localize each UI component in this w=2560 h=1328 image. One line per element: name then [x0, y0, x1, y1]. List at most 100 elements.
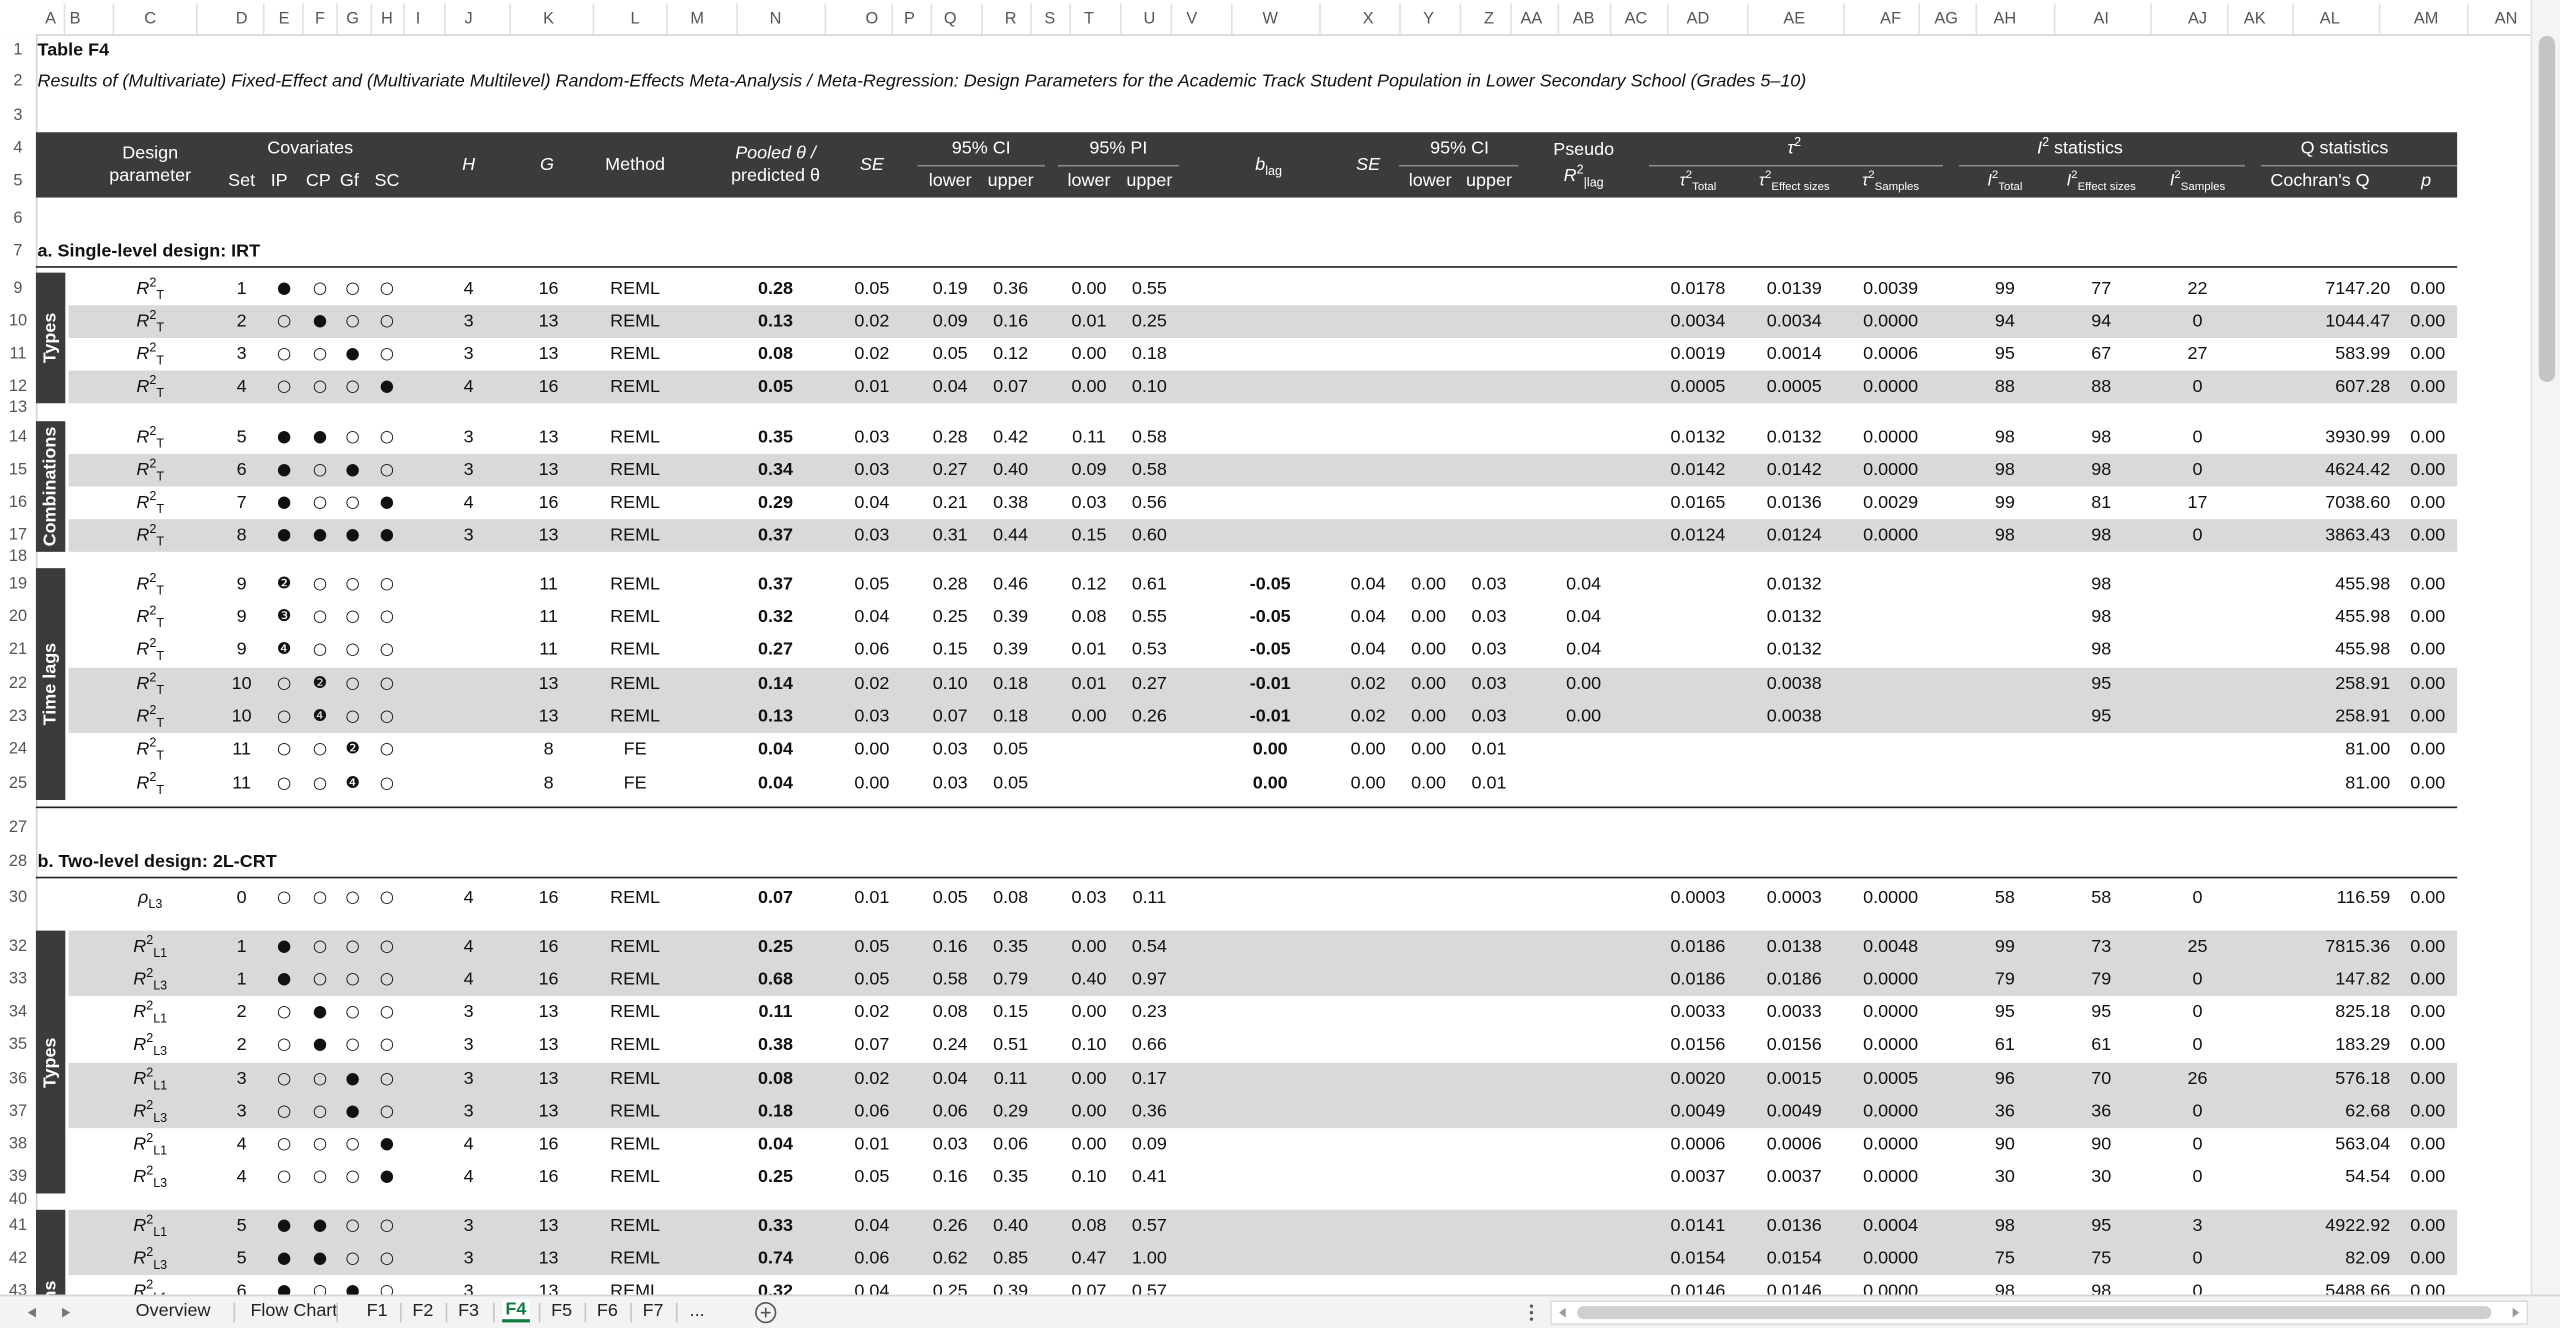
sheet-tab[interactable]: F6 — [596, 1301, 618, 1321]
table-cell: 79 — [2091, 969, 2112, 990]
header-label: upper — [1126, 171, 1173, 192]
table-cell: 0.06 — [854, 1102, 890, 1122]
table-cell: 4 — [463, 377, 474, 397]
covariate-marker: ○ — [312, 888, 328, 907]
table-cell: 0.01 — [1071, 674, 1107, 694]
table-cell: 4 — [463, 279, 474, 299]
design-parameter: R2T — [136, 736, 164, 761]
text-sup: 2 — [146, 1030, 154, 1046]
sheet-tab[interactable]: ... — [689, 1301, 705, 1321]
table-cell: 0 — [2192, 1134, 2203, 1155]
table-cell: 0.0156 — [1670, 1035, 1726, 1055]
text-sym: R — [133, 937, 147, 957]
covariate-marker: ❹ — [312, 707, 328, 726]
text-sym: I — [2169, 172, 2175, 191]
table-cell: 58 — [1994, 888, 2015, 908]
table-cell: -0.01 — [1249, 674, 1291, 694]
table-cell: 0.60 — [1131, 525, 1167, 546]
covariate-marker: ○ — [379, 575, 395, 594]
column-letter: AD — [1686, 10, 1710, 29]
table-cell: 0.06 — [932, 1102, 968, 1122]
row-number: 27 — [8, 818, 28, 837]
table-cell: 0.00 — [854, 773, 890, 794]
table-cell: 0.03 — [1471, 674, 1507, 694]
column-letter: F — [315, 10, 325, 29]
table-cell: 0 — [2192, 969, 2203, 990]
text-sup: 2 — [149, 603, 157, 618]
column-divider — [369, 3, 372, 35]
row-number: 10 — [8, 312, 28, 331]
sheet-tab[interactable]: F3 — [458, 1301, 480, 1321]
add-sheet-button[interactable] — [755, 1302, 777, 1324]
design-parameter: R2T — [136, 704, 164, 729]
text-sup: 2 — [149, 372, 157, 388]
table-cell: 98 — [1994, 460, 2015, 481]
sheet-tab[interactable]: F4 — [502, 1299, 530, 1323]
table-cell: 0 — [2192, 1248, 2203, 1269]
table-cell: 98 — [1994, 1216, 2015, 1236]
row-number: 11 — [9, 345, 27, 364]
table-cell: 0.0139 — [1766, 279, 1822, 299]
table-cell: 0.26 — [1131, 706, 1167, 727]
next-sheet-button[interactable] — [62, 1307, 71, 1318]
table-cell: 94 — [1994, 311, 2015, 332]
table-cell: 0.09 — [932, 311, 968, 332]
covariate-marker: ● — [276, 526, 292, 545]
row-number: 2 — [13, 72, 23, 91]
table-cell: 0.10 — [932, 674, 968, 694]
table-cell: 0.0142 — [1670, 460, 1726, 481]
covariate-marker: ○ — [312, 493, 328, 512]
table-cell: 0.25 — [932, 607, 968, 627]
sheet-tab[interactable]: Overview — [135, 1301, 211, 1321]
table-cell: 5 — [236, 1248, 247, 1269]
table-cell: 0.15 — [1071, 525, 1107, 546]
sheet-tab[interactable]: F5 — [551, 1301, 573, 1321]
scroll-thumb[interactable] — [2538, 35, 2556, 383]
row-number: 22 — [8, 675, 28, 694]
header-label: Design — [122, 143, 179, 164]
sheet-tab[interactable]: F7 — [642, 1301, 664, 1321]
column-letter: I — [415, 10, 421, 29]
design-parameter: R2L3 — [133, 1032, 167, 1057]
table-cell: 4 — [463, 1167, 474, 1187]
table-cell: 13 — [538, 1216, 559, 1236]
column-header-bar — [0, 0, 2531, 36]
text-sub: T — [156, 320, 165, 335]
scroll-right[interactable] — [2512, 1307, 2520, 1318]
table-cell: 0.29 — [758, 493, 793, 513]
vertical-scrollbar[interactable] — [2530, 0, 2560, 1295]
row-number: 6 — [13, 209, 23, 228]
sheet-tab[interactable]: F2 — [412, 1301, 434, 1321]
sheet-tab[interactable]: Flow Chart — [250, 1301, 338, 1321]
table-cell: 3 — [463, 525, 474, 546]
table-cell: 0.00 — [2410, 969, 2446, 990]
design-parameter: R2T — [136, 424, 164, 449]
table-cell: 0.16 — [932, 937, 968, 957]
text-sub: T — [156, 648, 165, 664]
horizontal-scroll-thumb[interactable] — [1577, 1306, 2492, 1320]
row-number: 34 — [8, 1003, 28, 1022]
group-label: Types — [40, 1036, 61, 1088]
prev-sheet-button[interactable] — [27, 1307, 36, 1318]
table-cell: 0.01 — [1471, 739, 1507, 760]
table-cell: 3 — [463, 1248, 474, 1269]
sheet-tab[interactable]: F1 — [366, 1301, 388, 1321]
table-cell: 0.08 — [758, 344, 793, 365]
covariate-marker: ● — [312, 1035, 328, 1054]
table-cell: 0.16 — [932, 1167, 968, 1187]
menu-dot[interactable] — [1529, 1317, 1534, 1321]
table-cell: 576.18 — [2335, 1069, 2391, 1089]
covariate-marker: ● — [345, 345, 360, 364]
table-cell: 0.15 — [932, 640, 968, 660]
table-cell: 98 — [2091, 640, 2112, 660]
menu-dot[interactable] — [1529, 1311, 1534, 1315]
design-parameter: R2T — [136, 604, 164, 629]
menu-dot[interactable] — [1529, 1304, 1534, 1308]
text-sym: R — [136, 344, 150, 365]
scroll-left[interactable] — [1559, 1307, 1566, 1318]
design-parameter: R2T — [136, 309, 165, 335]
table-cell: 25 — [2187, 937, 2208, 957]
table-cell: 0 — [2192, 377, 2203, 397]
covariate-marker: ● — [312, 428, 328, 447]
